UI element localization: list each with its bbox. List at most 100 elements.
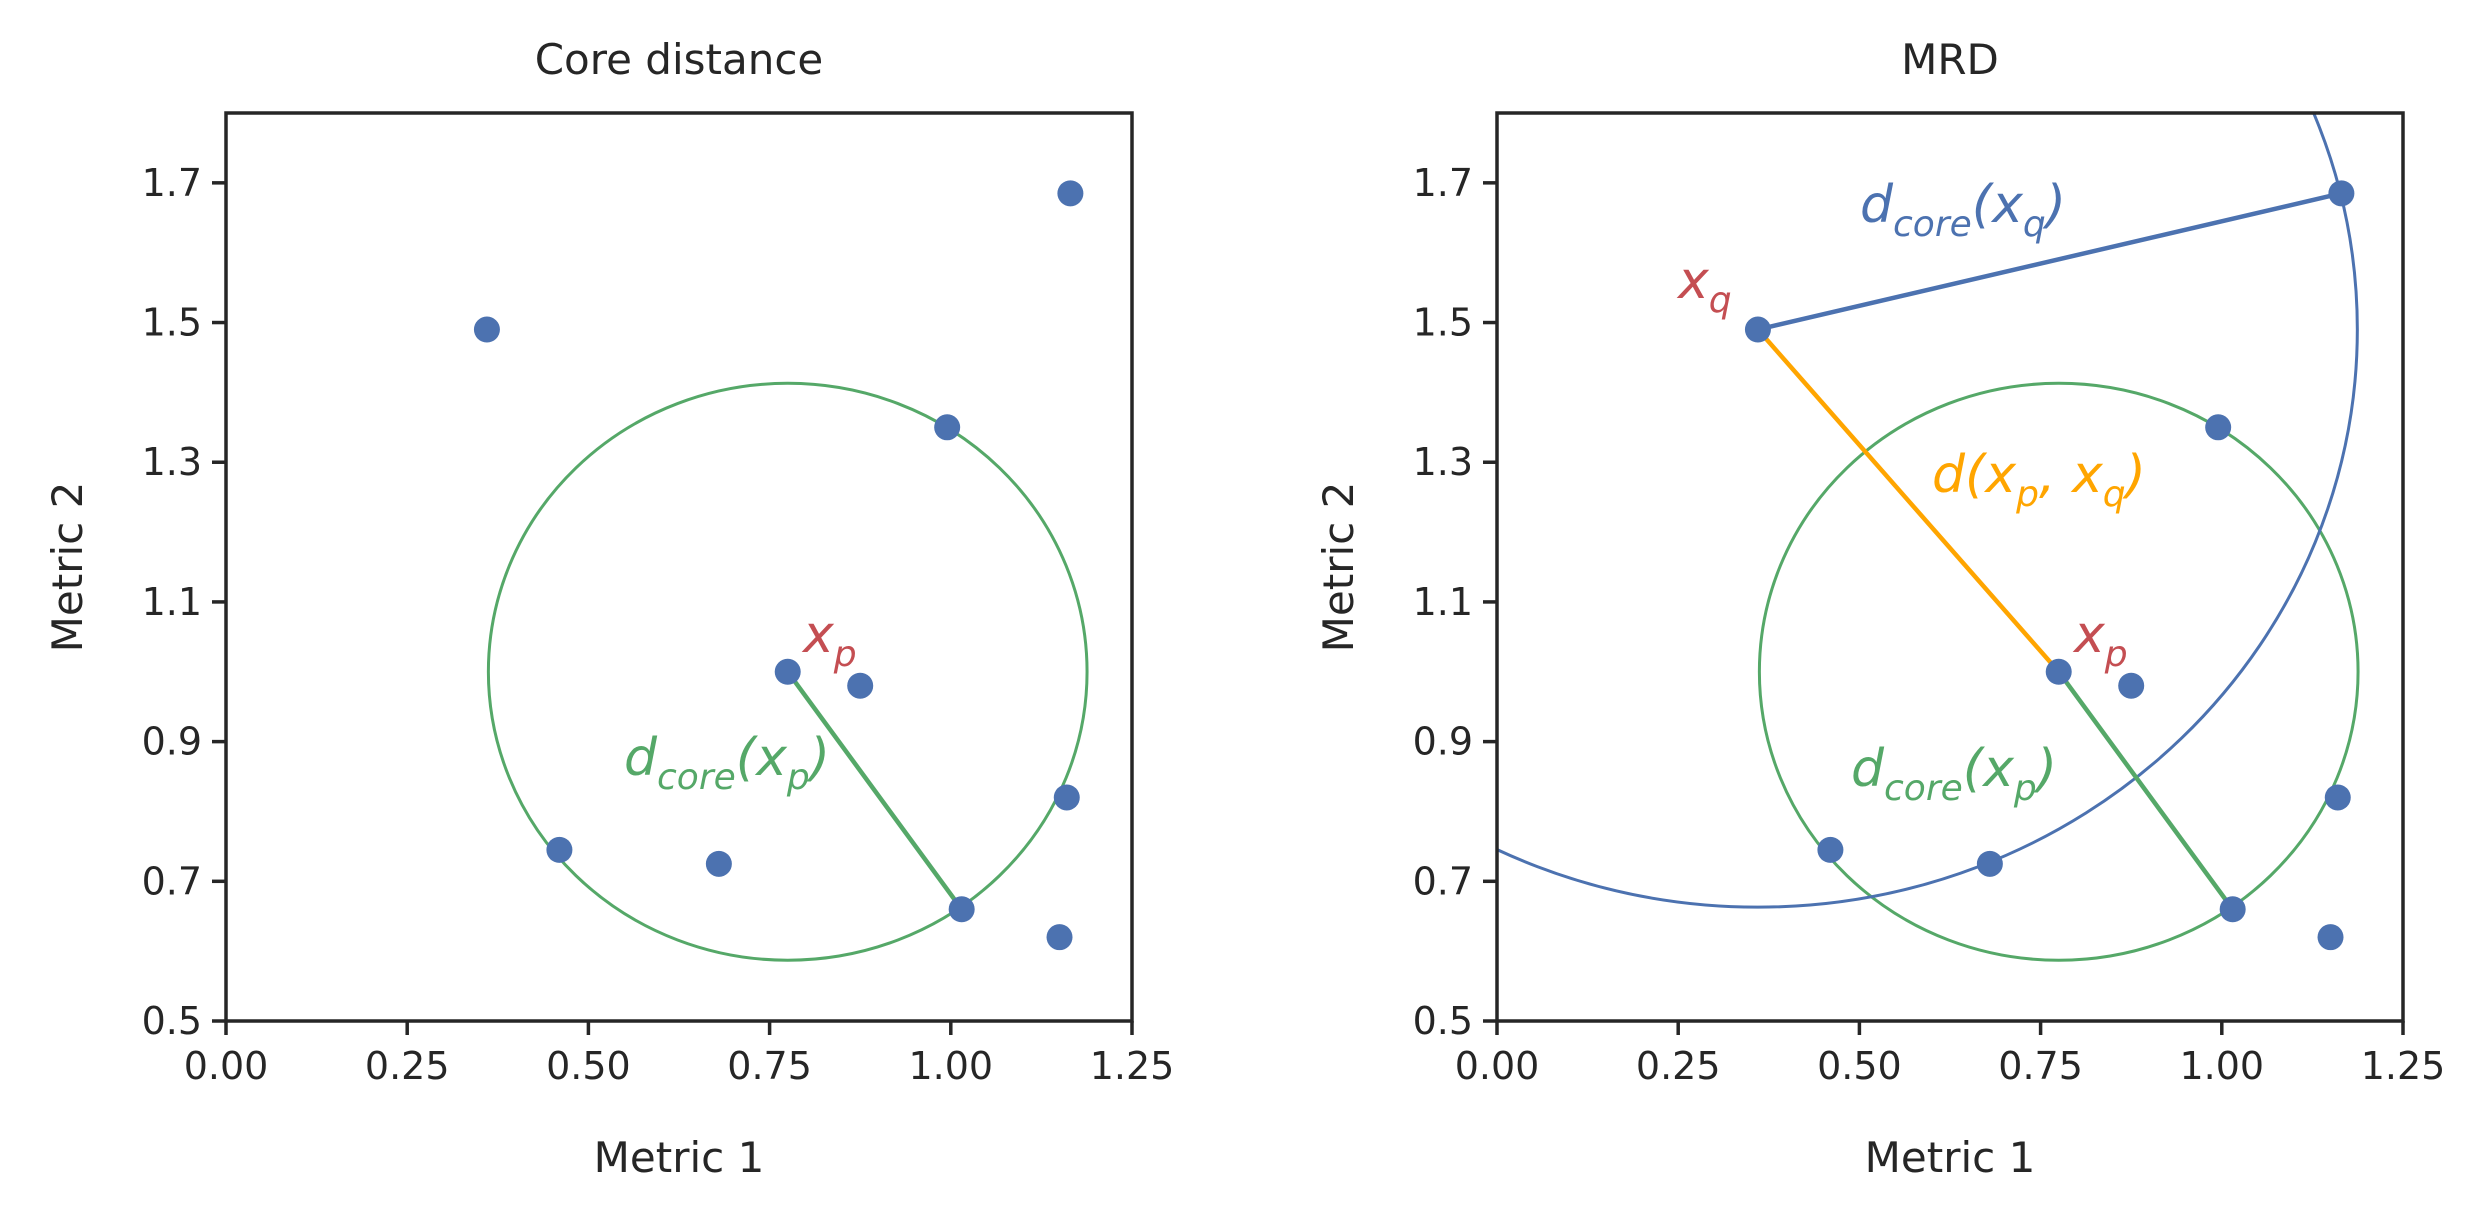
label-dpq-open: d(x [1932, 445, 2017, 505]
data-point [2205, 414, 2232, 441]
label-dcore-open: (x [1963, 739, 2015, 799]
data-point [1046, 924, 1073, 951]
data-point [774, 658, 801, 685]
label-xp: xp [2072, 605, 2128, 675]
x-axis-label: Metric 1 [1865, 1133, 2036, 1182]
y-tick-label: 1.1 [1413, 580, 1473, 624]
label-dpq-close: ) [2122, 445, 2146, 505]
scatter-points [1744, 180, 2355, 951]
x-tick-label: 0.50 [1817, 1044, 1902, 1088]
label-dcore-xp: dcore(xp) [1851, 739, 2057, 809]
green-distance-line [2056, 670, 2235, 911]
y-tick-label: 1.3 [142, 440, 202, 484]
data-point [2118, 672, 2145, 699]
label-dcore-argsub: q [2023, 204, 2046, 245]
data-point [705, 850, 732, 877]
data-point [1817, 836, 1844, 863]
y-tick-label: 1.3 [1413, 440, 1473, 484]
label-dcore-base: d [624, 728, 658, 788]
label-xq-sub: q [1709, 280, 1732, 321]
label-dpq-mid: , x [2039, 445, 2104, 505]
y-tick-label: 0.5 [142, 999, 202, 1043]
label-xp-base: x [2072, 605, 2106, 665]
x-tick-label: 0.00 [1455, 1044, 1540, 1088]
data-point [1053, 784, 1080, 811]
label-xq: xq [1676, 251, 1732, 321]
panel-mrd: MRD 0.00 0.25 0.50 0.75 1.00 1.25 0.5 0.7 0.9 1.1… [1314, 35, 2446, 1182]
x-tick-label: 0.00 [184, 1044, 269, 1088]
y-tick-label: 1.7 [142, 161, 202, 205]
label-dcore-xq: dcore(xq) [1860, 175, 2066, 245]
label-dcore-argsub: p [2013, 768, 2037, 809]
green-radius-circle [486, 381, 1089, 962]
y-tick-label: 1.5 [1413, 301, 1473, 345]
orange-distance-line [1756, 328, 2061, 674]
data-point [847, 672, 874, 699]
annotation-shapes [486, 381, 1089, 962]
x-tick-label: 0.25 [365, 1044, 450, 1088]
annotation-shapes [1497, 113, 2360, 962]
y-tick-label: 0.7 [1413, 859, 1473, 903]
y-tick-label: 0.5 [1413, 999, 1473, 1043]
label-dcore-sub: core [1884, 768, 1963, 809]
blue-radius-circle [1497, 113, 2359, 909]
y-axis-label: Metric 2 [1314, 482, 1363, 653]
x-tick-label: 0.25 [1636, 1044, 1721, 1088]
chart-title: MRD [1901, 35, 1999, 84]
data-point [934, 414, 961, 441]
data-point [473, 316, 500, 343]
label-dcore-close: ) [806, 728, 830, 788]
data-point [2324, 784, 2351, 811]
label-d-xp-xq: d(xp, xq) [1932, 445, 2146, 515]
x-tick-label: 1.00 [908, 1044, 993, 1088]
data-point [1057, 180, 1084, 207]
label-xp-sub: p [833, 634, 857, 675]
label-dcore-base: d [1851, 739, 1885, 799]
green-distance-line [785, 670, 964, 911]
data-point [2045, 658, 2072, 685]
y-tick-label: 1.1 [142, 580, 202, 624]
label-dpq-sub1: p [2015, 474, 2039, 515]
x-tick-label: 1.25 [1090, 1044, 1175, 1088]
x-tick-label: 0.50 [546, 1044, 631, 1088]
scatter-points [473, 180, 1084, 951]
label-dpq-sub2: q [2103, 474, 2126, 515]
label-dcore-close: ) [2033, 739, 2057, 799]
green-radius-circle [1757, 381, 2360, 962]
y-tick-label: 0.7 [142, 859, 202, 903]
label-dcore-close: ) [2042, 175, 2066, 235]
data-point [546, 836, 573, 863]
label-dcore-open: (x [736, 728, 788, 788]
y-tick-label: 0.9 [142, 720, 202, 764]
y-tick-label: 1.5 [142, 301, 202, 345]
x-tick-label: 1.00 [2179, 1044, 2264, 1088]
y-axis-label: Metric 2 [43, 482, 92, 653]
label-xq-base: x [1676, 251, 1710, 311]
x-tick-label: 0.75 [727, 1044, 812, 1088]
label-dcore-sub: core [1893, 204, 1972, 245]
data-point [2219, 896, 2246, 923]
x-axis-label: Metric 1 [594, 1133, 765, 1182]
x-tick-label: 1.25 [2361, 1044, 2446, 1088]
x-tick-label: 0.75 [1998, 1044, 2083, 1088]
label-xp-sub: p [2104, 634, 2128, 675]
data-point [2317, 924, 2344, 951]
data-point [2328, 180, 2355, 207]
label-dcore-base: d [1860, 175, 1894, 235]
tick-group: 0.00 0.25 0.50 0.75 1.00 1.25 0.5 0.7 0.9 1.1 1.3 1… [1413, 161, 2446, 1088]
plot-frame [1495, 111, 2405, 1023]
label-xp: xp [801, 605, 857, 675]
label-dcore-sub: core [657, 757, 736, 798]
y-tick-label: 1.7 [1413, 161, 1473, 205]
chart-title: Core distance [535, 35, 824, 84]
label-dcore-xp: dcore(xp) [624, 728, 830, 798]
label-dcore-argsub: p [786, 757, 810, 798]
panel-core-distance: Core distance 0.00 0.25 0.50 0.75 1.00 1.25 0.… [43, 35, 1174, 1182]
data-point [1976, 850, 2003, 877]
data-point [948, 896, 975, 923]
label-xp-base: x [801, 605, 835, 665]
plot-frame [224, 111, 1134, 1023]
data-point [1744, 316, 1771, 343]
label-dcore-open: (x [1972, 175, 2024, 235]
